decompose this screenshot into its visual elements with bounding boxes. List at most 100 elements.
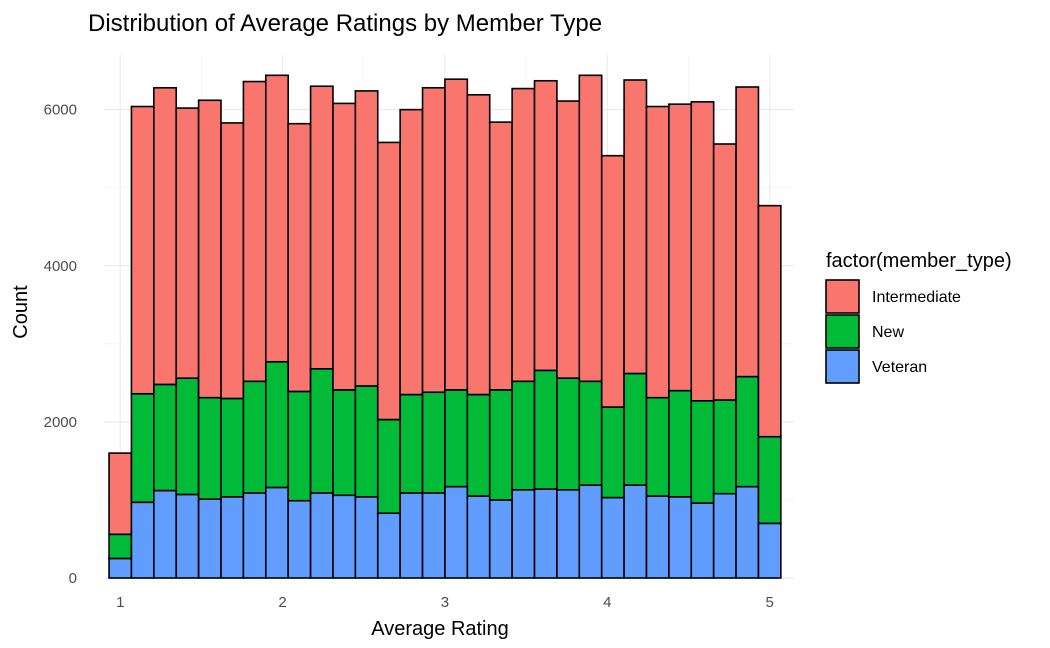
bar-segment-veteran (309, 492, 334, 579)
bar-segment-intermediate (645, 105, 670, 399)
bar-segment-new (578, 380, 603, 486)
bar-segment-intermediate (421, 86, 446, 394)
bar-segment-intermediate (130, 105, 155, 395)
bar-segment-new (220, 397, 245, 498)
y-tick-label: 0 (69, 570, 77, 587)
legend-title: factor(member_type) (826, 250, 1012, 272)
bar-segment-veteran (668, 496, 693, 579)
legend-items: Intermediate New Veteran (825, 279, 961, 384)
y-tick-label: 2000 (44, 414, 77, 431)
bar-segment-veteran (578, 484, 603, 579)
bar-segment-veteran (511, 488, 536, 579)
bar-segment-new (668, 389, 693, 498)
bar-segment-new (466, 393, 491, 497)
x-tick-labels: 1 2 3 4 5 (116, 594, 774, 611)
bar-segment-new (421, 391, 446, 494)
bar-segment-intermediate (735, 86, 760, 378)
bar-segment-intermediate (108, 452, 133, 536)
bar-segment-veteran (354, 496, 379, 579)
bar-segment-new (488, 389, 513, 501)
legend-label-intermediate: Intermediate (872, 289, 961, 306)
y-tick-label: 4000 (44, 258, 77, 275)
bar-segment-veteran (175, 493, 200, 579)
bar-segment-new (287, 390, 312, 502)
bar-segment-veteran (690, 502, 715, 579)
bar-segment-veteran (757, 522, 782, 579)
bar-segment-intermediate (757, 204, 782, 438)
bar-segment-intermediate (466, 94, 491, 396)
bar-segment-intermediate (444, 78, 469, 391)
bar-segment-new (623, 372, 648, 486)
bar-segment-new (399, 393, 424, 494)
bar-segment-veteran (444, 485, 469, 579)
y-tick-labels: 0 2000 4000 6000 (44, 102, 77, 587)
bar-segment-intermediate (600, 154, 625, 408)
bar-segment-veteran (376, 512, 401, 579)
bar-segment-intermediate (690, 101, 715, 402)
bar-segment-new (354, 385, 379, 498)
bar-segment-intermediate (197, 99, 222, 399)
bar-segment-intermediate (511, 87, 536, 383)
bar-segment-intermediate (578, 74, 603, 383)
bar-segment-new (645, 396, 670, 497)
bar-segment-veteran (645, 495, 670, 579)
bar-segment-veteran (197, 498, 222, 579)
bar-segment-new (153, 383, 178, 492)
bar-segment-intermediate (242, 80, 267, 383)
bar-segment-new (690, 400, 715, 504)
bar-segment-intermediate (175, 107, 200, 379)
bar-segment-new (757, 435, 782, 525)
bar-segment-new (108, 533, 133, 560)
bar-segment-intermediate (264, 74, 289, 363)
bar-segment-veteran (399, 492, 424, 579)
x-axis-title: Average Rating (371, 618, 509, 640)
bar-segment-new (309, 367, 334, 494)
bar-segment-veteran (108, 557, 133, 579)
bar-segment-veteran (264, 486, 289, 579)
bar-segment-intermediate (153, 86, 178, 386)
legend-key-intermediate (825, 279, 860, 314)
x-tick-label: 2 (278, 594, 286, 611)
bar-segment-intermediate (354, 90, 379, 387)
bar-segment-veteran (623, 484, 648, 579)
bar-segment-new (264, 360, 289, 489)
bar-segment-intermediate (376, 141, 401, 421)
bar-segment-intermediate (668, 103, 693, 392)
bar-segment-new (735, 375, 760, 488)
bar-segment-veteran (332, 494, 357, 579)
bar-segment-veteran (556, 488, 581, 579)
legend-key-veteran (825, 349, 860, 384)
bar-segment-veteran (735, 485, 760, 579)
bar-segment-intermediate (399, 108, 424, 396)
bar-segment-veteran (287, 499, 312, 579)
bar-segment-new (712, 399, 737, 495)
bar-segment-new (242, 380, 267, 494)
bar-segment-veteran (488, 499, 513, 579)
bar-segment-new (444, 389, 469, 488)
x-tick-label: 4 (603, 594, 611, 611)
bar-segment-new (556, 377, 581, 491)
bar-segment-new (175, 377, 200, 496)
x-tick-label: 5 (765, 594, 773, 611)
bar-segment-intermediate (533, 79, 558, 372)
bar-segment-veteran (421, 492, 446, 579)
bar-segment-veteran (466, 495, 491, 579)
legend: factor(member_type) Intermediate New Veter… (825, 250, 1012, 384)
bar-segment-intermediate (332, 102, 357, 391)
legend-label-veteran: Veteran (872, 359, 927, 376)
bar-segment-new (332, 389, 357, 497)
y-axis-title: Count (10, 285, 32, 339)
bar-segment-new (197, 396, 222, 500)
bar-segment-veteran (130, 501, 155, 579)
x-tick-label: 1 (116, 594, 124, 611)
bars-layer (108, 74, 782, 579)
chart-title: Distribution of Average Ratings by Membe… (88, 10, 602, 37)
bar-segment-new (511, 380, 536, 491)
bar-segment-veteran (712, 492, 737, 579)
bar-segment-intermediate (712, 143, 737, 401)
x-tick-label: 3 (441, 594, 449, 611)
bar-segment-veteran (153, 489, 178, 579)
bar-segment-intermediate (287, 122, 312, 393)
